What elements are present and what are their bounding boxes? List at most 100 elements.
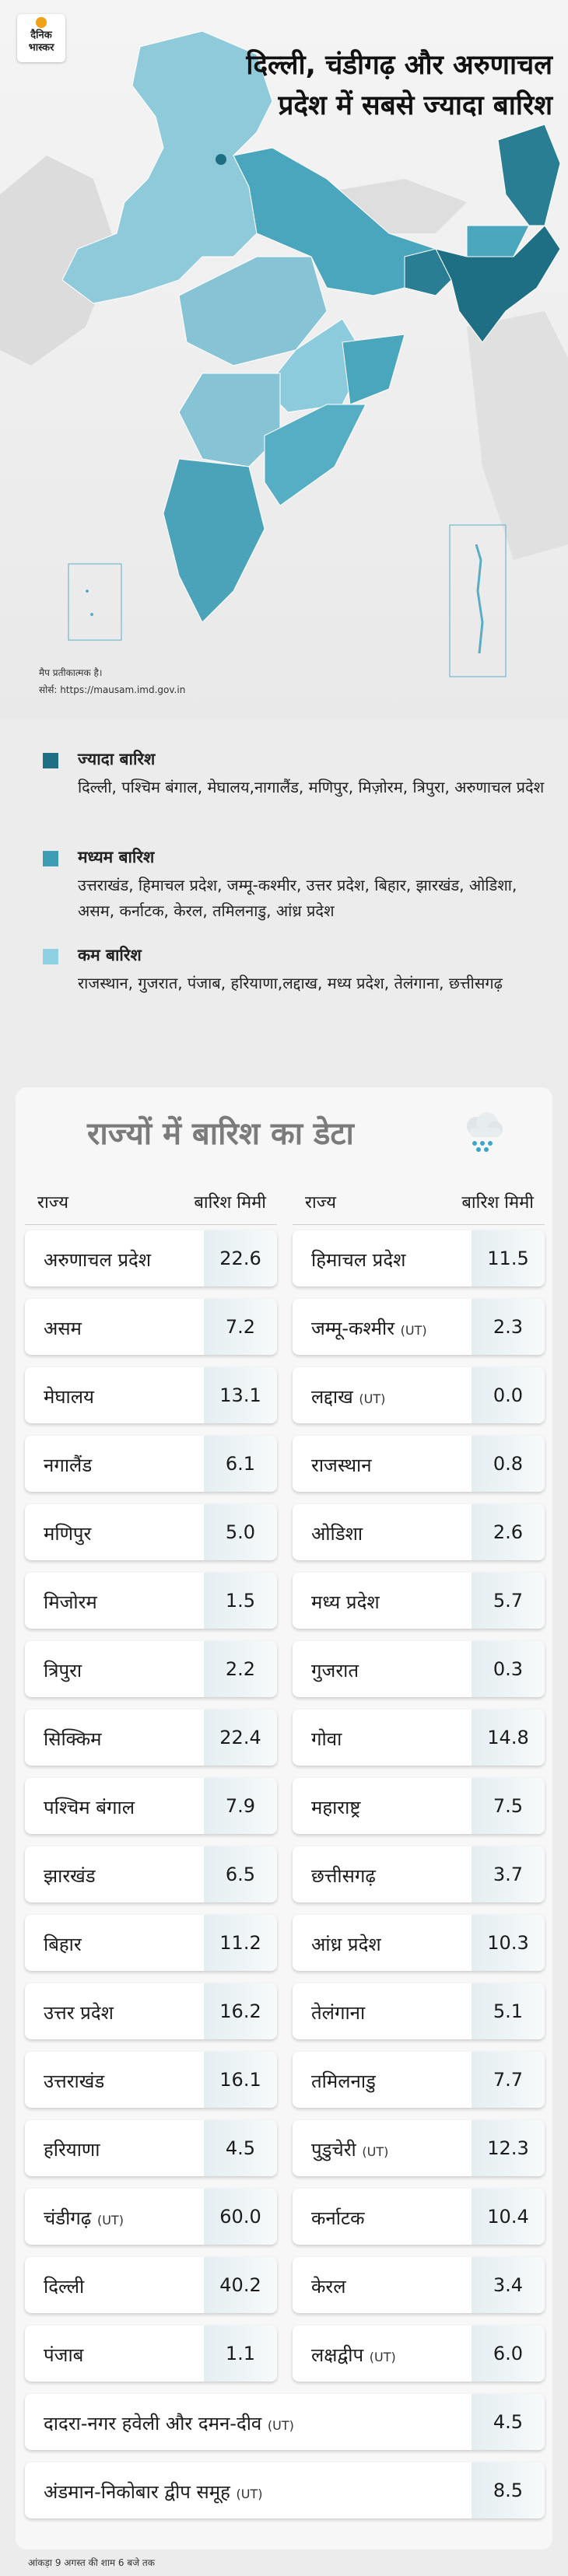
state-label: नगालैंड — [44, 1454, 93, 1476]
state-name: त्रिपुरा — [44, 1657, 82, 1683]
state-label: मिजोरम — [44, 1591, 97, 1613]
state-name: अंडमान-निकोबार द्वीप समूह (UT) — [44, 2479, 262, 2504]
rain-cloud-icon — [467, 1112, 503, 1152]
state-name: मध्य प्रदेश — [311, 1589, 380, 1615]
state-name: मणिपुर — [44, 1521, 91, 1546]
rainfall-value: 14.8 — [472, 1710, 545, 1766]
union-territory-tag: (UT) — [96, 2213, 124, 2228]
table-row: गुजरात 0.3 — [293, 1641, 545, 1697]
state-name: केरल — [311, 2273, 346, 2299]
table-row: उत्तर प्रदेश 16.2 — [25, 1983, 277, 2039]
state-label: छत्तीसगढ़ — [311, 1865, 376, 1887]
table-row: बिहार 11.2 — [25, 1915, 277, 1971]
rainfall-value: 4.5 — [204, 2120, 277, 2176]
table-row: पश्चिम बंगाल 7.9 — [25, 1778, 277, 1834]
table-row: आंध्र प्रदेश 10.3 — [293, 1915, 545, 1971]
legend-swatch-heavy — [43, 753, 58, 768]
union-territory-tag: (UT) — [267, 2418, 294, 2433]
rainfall-value: 7.9 — [204, 1778, 277, 1834]
rainfall-value: 10.4 — [472, 2189, 545, 2245]
state-name: कर्नाटक — [311, 2205, 365, 2231]
table-row: ओडिशा 2.6 — [293, 1504, 545, 1560]
legend-states: राजस्थान, गुजरात, पंजाब, हरियाणा,लद्दाख,… — [78, 974, 503, 992]
state-name: बिहार — [44, 1931, 82, 1957]
table-row: हरियाणा 4.5 — [25, 2120, 277, 2176]
table-row: मेघालय 13.1 — [25, 1367, 277, 1423]
union-territory-tag: (UT) — [369, 2350, 396, 2364]
state-label: उत्तराखंड — [44, 2070, 105, 2092]
rainfall-value: 5.0 — [204, 1504, 277, 1560]
legend-states: दिल्ली, पश्चिम बंगाल, मेघालय,नागालैंड, म… — [78, 778, 545, 796]
state-label: बिहार — [44, 1934, 82, 1955]
rainfall-value: 7.7 — [472, 2052, 545, 2108]
state-label: हरियाणा — [44, 2139, 100, 2161]
state-name: गुजरात — [311, 1657, 359, 1683]
state-name: नगालैंड — [44, 1452, 92, 1478]
table-row: पंजाब 1.1 — [25, 2326, 277, 2382]
india-rainfall-map — [0, 30, 568, 677]
union-territory-tag: (UT) — [359, 1391, 386, 1406]
table-row: उत्तराखंड 16.1 — [25, 2052, 277, 2108]
state-name: मिजोरम — [44, 1589, 97, 1615]
state-name: चंडीगढ़ (UT) — [44, 2205, 124, 2231]
map-section: दैनिक भास्कर दिल्ली, चंडीगढ़ और अरुणाचल … — [0, 0, 568, 719]
table-row: दिल्ली 40.2 — [25, 2257, 277, 2313]
union-territory-tag: (UT) — [236, 2487, 263, 2501]
dainik-bhaskar-logo: दैनिक भास्कर — [17, 14, 65, 62]
state-label: गोवा — [311, 1728, 342, 1750]
table-row: झारखंड 6.5 — [25, 1846, 277, 1902]
table-row: कर्नाटक 10.4 — [293, 2189, 545, 2245]
table-row: दादरा-नगर हवेली और दमन-दीव (UT) 4.5 — [25, 2394, 545, 2450]
table-row: मिजोरम 1.5 — [25, 1573, 277, 1629]
state-name: सिक्किम — [44, 1726, 102, 1752]
rainfall-value: 12.3 — [472, 2120, 545, 2176]
rainfall-value: 6.0 — [472, 2326, 545, 2382]
table-row: लक्षद्वीप (UT) 6.0 — [293, 2326, 545, 2382]
rainfall-value: 3.7 — [472, 1846, 545, 1902]
sun-icon — [36, 17, 47, 28]
rainfall-value: 10.3 — [472, 1915, 545, 1971]
union-territory-tag: (UT) — [362, 2144, 389, 2159]
state-label: त्रिपुरा — [44, 1660, 82, 1682]
state-name: छत्तीसगढ़ — [311, 1863, 376, 1888]
state-label: दिल्ली — [44, 2276, 85, 2298]
column-header-rain: बारिश मिमी — [194, 1193, 266, 1213]
state-label: राजस्थान — [311, 1454, 372, 1476]
state-label: पंजाब — [44, 2344, 84, 2366]
rainfall-value: 4.5 — [472, 2394, 545, 2450]
state-name: हरियाणा — [44, 2137, 100, 2162]
state-name: मेघालय — [44, 1384, 94, 1409]
table-row: तमिलनाडु 7.7 — [293, 2052, 545, 2108]
legend-states: उत्तराखंड, हिमाचल प्रदेश, जम्मू-कश्मीर, … — [78, 876, 517, 920]
state-name: ओडिशा — [311, 1521, 363, 1546]
rainfall-value: 0.3 — [472, 1641, 545, 1697]
map-source: सोर्स: https://mausam.imd.gov.in — [39, 684, 186, 695]
rainfall-value: 16.1 — [204, 2052, 277, 2108]
table-row: जम्मू-कश्मीर (UT) 2.3 — [293, 1299, 545, 1355]
rainfall-value: 40.2 — [204, 2257, 277, 2313]
union-territory-tag: (UT) — [400, 1323, 427, 1338]
table-header-left: राज्य बारिश मिमी — [25, 1179, 277, 1225]
state-label: जम्मू-कश्मीर — [311, 1318, 395, 1339]
state-label: केरल — [311, 2276, 346, 2298]
legend-title: ज्यादा बारिश — [78, 750, 156, 768]
state-label: तेलंगाना — [311, 2002, 366, 2024]
state-label: गुजरात — [311, 1660, 359, 1682]
table-title: राज्यों में बारिश का डेटा — [87, 1116, 354, 1152]
state-label: ओडिशा — [311, 1523, 363, 1545]
state-name: दादरा-नगर हवेली और दमन-दीव (UT) — [44, 2410, 294, 2436]
rainfall-value: 5.7 — [472, 1573, 545, 1629]
column-header-state: राज्य — [37, 1193, 69, 1213]
rainfall-value: 22.4 — [204, 1710, 277, 1766]
state-name: हिमाचल प्रदेश — [311, 1247, 405, 1272]
state-label: महाराष्ट्र — [311, 1797, 361, 1818]
table-row: सिक्किम 22.4 — [25, 1710, 277, 1766]
state-label: तमिलनाडु — [311, 2070, 376, 2092]
state-label: चंडीगढ़ — [44, 2207, 92, 2229]
state-name: झारखंड — [44, 1863, 96, 1888]
rainfall-value: 60.0 — [204, 2189, 277, 2245]
table-row: हिमाचल प्रदेश 11.5 — [293, 1230, 545, 1286]
legend-title: मध्यम बारिश — [78, 848, 155, 866]
state-label: मणिपुर — [44, 1523, 92, 1545]
